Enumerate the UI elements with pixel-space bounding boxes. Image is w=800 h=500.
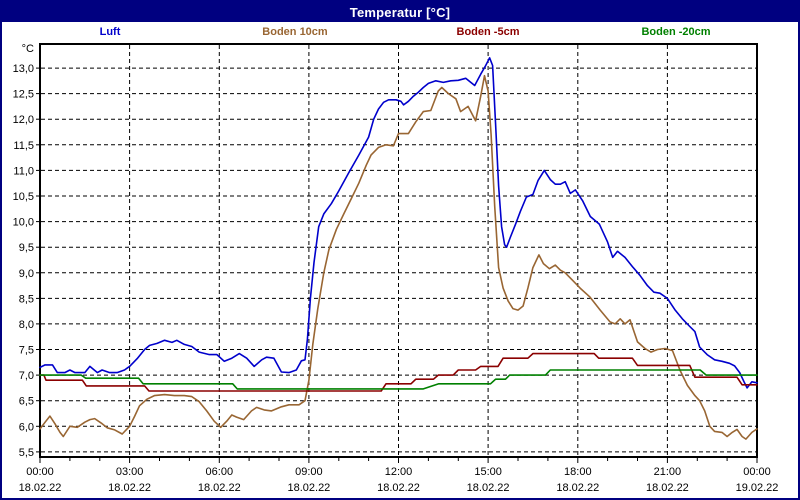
y-tick-label: 10,5 xyxy=(13,191,34,203)
y-axis-unit-label: °C xyxy=(22,43,34,55)
x-tick-date-label: 18.02.22 xyxy=(646,482,689,494)
y-tick-label: 8,0 xyxy=(19,319,34,331)
y-tick-label: 7,5 xyxy=(19,345,34,357)
y-tick-label: 9,5 xyxy=(19,242,34,254)
x-tick-date-label: 18.02.22 xyxy=(377,482,420,494)
series-boden-10cm xyxy=(39,74,758,440)
x-tick-time-label: 12:00 xyxy=(385,466,413,478)
y-tick-label: 11,5 xyxy=(13,140,34,152)
legend: Luft Boden 10cm Boden -5cm Boden -20cm xyxy=(2,22,798,42)
series-luft xyxy=(39,56,758,389)
x-tick-date-label: 18.02.22 xyxy=(287,482,330,494)
y-tick-label: 8,5 xyxy=(19,293,34,305)
window-title: Temperatur [°C] xyxy=(349,4,451,20)
title-bar: Temperatur [°C] xyxy=(2,2,798,22)
axes xyxy=(36,43,758,463)
y-tick-label: 7,0 xyxy=(19,370,34,382)
legend-item-boden-5cm: Boden -5cm xyxy=(456,26,520,38)
legend-item-luft: Luft xyxy=(99,26,121,38)
y-tick-label: 9,0 xyxy=(19,268,34,280)
x-tick-date-label: 18.02.22 xyxy=(467,482,510,494)
y-tick-label: 6,0 xyxy=(19,421,34,433)
x-tick-time-label: 00:00 xyxy=(26,466,54,478)
y-tick-label: 10,0 xyxy=(13,217,34,229)
axis-labels: °C 13,0 12,5 12,0 11,5 11,0 10,5 10,0 9,5 9,0 8,5 8… xyxy=(13,43,779,494)
series-boden--20cm xyxy=(39,369,758,390)
y-tick-label: 13,0 xyxy=(13,63,34,75)
legend-item-boden-20cm: Boden -20cm xyxy=(641,26,711,38)
gridlines xyxy=(41,45,756,456)
y-tick-label: 11,0 xyxy=(13,165,34,177)
x-tick-date-label: 18.02.22 xyxy=(556,482,599,494)
x-tick-date-label: 19.02.22 xyxy=(736,482,779,494)
x-tick-date-label: 18.02.22 xyxy=(108,482,151,494)
x-tick-date-label: 18.02.22 xyxy=(19,482,62,494)
y-tick-label: 5,5 xyxy=(19,447,34,459)
y-tick-label: 6,5 xyxy=(19,396,34,408)
series-lines xyxy=(39,56,758,440)
x-tick-time-label: 09:00 xyxy=(295,466,323,478)
x-tick-time-label: 18:00 xyxy=(564,466,592,478)
x-tick-time-label: 06:00 xyxy=(206,466,234,478)
x-tick-time-label: 03:00 xyxy=(116,466,144,478)
y-tick-label: 12,5 xyxy=(13,89,34,101)
x-tick-time-label: 21:00 xyxy=(654,466,682,478)
series-boden--5cm xyxy=(39,352,758,392)
x-tick-time-label: 00:00 xyxy=(743,466,771,478)
x-tick-date-label: 18.02.22 xyxy=(198,482,241,494)
legend-item-boden10cm: Boden 10cm xyxy=(262,26,328,38)
y-tick-label: 12,0 xyxy=(13,114,34,126)
x-tick-time-label: 15:00 xyxy=(474,466,502,478)
